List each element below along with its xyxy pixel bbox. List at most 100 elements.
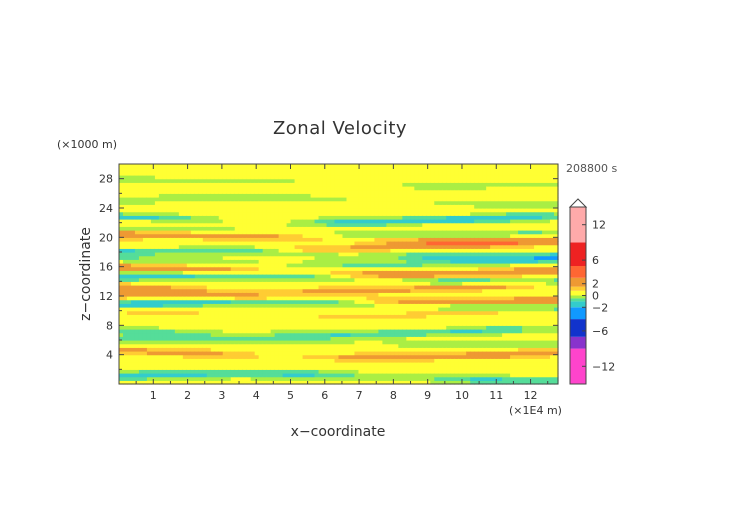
field-cell: [442, 204, 447, 209]
field-cell: [370, 230, 376, 235]
field-cell: [310, 292, 316, 297]
field-cell: [294, 373, 300, 378]
field-cell: [158, 281, 164, 286]
field-cell: [278, 186, 284, 191]
field-cell: [222, 167, 228, 172]
field-cell: [162, 296, 168, 301]
field-cell: [122, 200, 128, 205]
field-cell: [306, 351, 312, 356]
field-cell: [334, 380, 340, 385]
field-cell: [390, 314, 395, 319]
field-cell: [430, 230, 435, 235]
field-cell: [394, 259, 399, 264]
field-cell: [326, 263, 332, 268]
field-cell: [430, 362, 435, 367]
field-cell: [158, 332, 164, 337]
field-cell: [126, 259, 132, 264]
field-cell: [362, 222, 368, 227]
field-cell: [286, 310, 292, 315]
field-cell: [242, 307, 248, 312]
field-cell: [130, 270, 136, 275]
field-cell: [202, 259, 208, 264]
field-cell: [198, 237, 204, 242]
field-cell: [214, 259, 220, 264]
field-cell: [226, 340, 232, 345]
field-cell: [206, 274, 212, 279]
field-cell: [250, 376, 256, 381]
field-cell: [446, 373, 451, 378]
field-cell: [422, 296, 427, 301]
field-cell: [330, 340, 336, 345]
field-cell: [442, 252, 447, 257]
field-cell: [202, 292, 208, 297]
field-cell: [330, 226, 336, 231]
field-cell: [338, 182, 344, 187]
field-cell: [154, 189, 160, 194]
field-cell: [194, 244, 200, 249]
field-cell: [402, 318, 407, 323]
field-cell: [278, 354, 284, 359]
field-cell: [306, 226, 312, 231]
field-cell: [366, 164, 372, 169]
field-cell: [442, 189, 447, 194]
field-cell: [310, 380, 316, 385]
field-cell: [178, 329, 184, 334]
field-cell: [150, 329, 156, 334]
field-cell: [218, 307, 224, 312]
field-cell: [206, 354, 212, 359]
field-cell: [338, 204, 344, 209]
field-cell: [410, 204, 415, 209]
field-cell: [346, 237, 352, 242]
field-cell: [222, 296, 228, 301]
field-cell: [430, 369, 435, 374]
field-cell: [370, 292, 376, 297]
field-cell: [434, 270, 439, 275]
field-cell: [450, 380, 455, 385]
field-cell: [370, 354, 376, 359]
field-cell: [166, 226, 172, 231]
field-cell: [130, 266, 136, 271]
field-cell: [430, 292, 435, 297]
field-cell: [266, 354, 272, 359]
field-cell: [274, 343, 280, 348]
field-cell: [354, 204, 360, 209]
field-cell: [266, 296, 272, 301]
field-cell: [290, 263, 296, 268]
field-cell: [242, 299, 248, 304]
field-cell: [406, 233, 411, 238]
field-cell: [358, 310, 364, 315]
field-cell: [202, 237, 208, 242]
field-cell: [302, 197, 308, 202]
field-cell: [222, 292, 228, 297]
field-cell: [142, 164, 148, 169]
field-cell: [426, 255, 431, 260]
field-cell: [194, 233, 200, 238]
field-cell: [298, 211, 304, 216]
field-cell: [418, 233, 423, 238]
field-cell: [322, 310, 328, 315]
field-cell: [214, 292, 220, 297]
field-cell: [270, 332, 276, 337]
field-cell: [214, 208, 220, 213]
field-cell: [342, 365, 348, 370]
field-cell: [362, 362, 368, 367]
field-cell: [358, 288, 364, 293]
field-cell: [119, 358, 124, 363]
field-cell: [446, 193, 451, 198]
field-cell: [346, 208, 352, 213]
field-cell: [119, 200, 124, 205]
field-cell: [314, 197, 320, 202]
field-cell: [402, 296, 407, 301]
field-cell: [119, 296, 124, 301]
field-cell: [119, 230, 124, 235]
field-cell: [330, 281, 336, 286]
field-cell: [358, 226, 364, 231]
field-cell: [298, 233, 304, 238]
field-cell: [410, 373, 415, 378]
field-cell: [318, 189, 324, 194]
field-cell: [178, 230, 184, 235]
field-cell: [142, 336, 148, 341]
field-cell: [270, 277, 276, 282]
field-cell: [194, 321, 200, 326]
field-cell: [134, 222, 140, 227]
